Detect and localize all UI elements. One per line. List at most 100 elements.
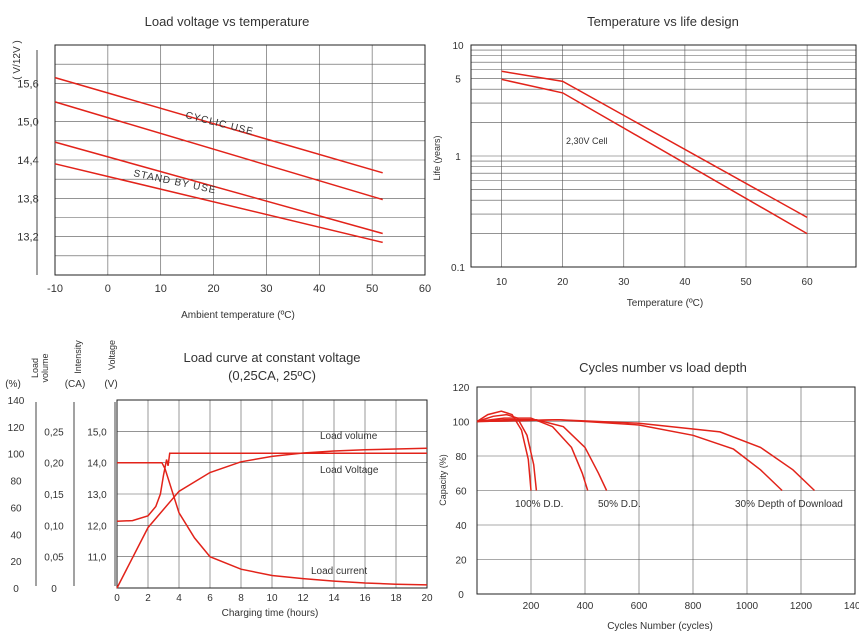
load-curve-chart: Load curve at constant voltage (0,25CA, … [5, 340, 433, 619]
y-tick-label: 80 [10, 477, 22, 488]
x-tick-label: 60 [419, 283, 431, 295]
x-tick-label: 1400 [844, 601, 859, 612]
x-tick-label: -10 [47, 283, 63, 295]
chart-title: Load voltage vs temperature [145, 14, 310, 29]
y-tick-label: 100 [8, 450, 25, 461]
x-tick-label: 50 [366, 283, 378, 295]
y-tick-label: 15,0 [87, 427, 107, 438]
plot-frame [470, 44, 857, 268]
axis-header: Intensity [73, 340, 83, 374]
annotation-load-current: Load current [311, 566, 367, 577]
y-tick-label: 13,8 [17, 193, 38, 205]
chart-title: Temperature vs life design [587, 14, 739, 29]
plot-frame [476, 386, 856, 595]
y-tick-label: 40 [455, 521, 467, 532]
y-tick-label: 120 [8, 423, 25, 434]
annotation-30dd: 30% Depth of Download [735, 499, 843, 510]
series-line [116, 447, 428, 589]
series-line [501, 78, 808, 235]
annotation-load-voltage: Load Voltage [320, 465, 379, 476]
series-line [476, 410, 532, 491]
axis-header: volume [40, 353, 50, 382]
y-axis-label: ( V/12V ) [12, 40, 23, 79]
series-line [54, 101, 383, 201]
y-tick-label: 60 [455, 487, 467, 498]
x-tick-label: 20 [421, 593, 433, 604]
annotation-load-volume: Load volume [320, 431, 378, 442]
y-tick-label: 15,6 [17, 78, 38, 90]
x-axis-label: Temperature (ºC) [627, 298, 703, 309]
y-tick-label: 15,0 [17, 117, 38, 129]
load-voltage-vs-temperature-chart: Load voltage vs temperature ( V/12V ) 15… [12, 14, 431, 321]
x-tick-label: 12 [297, 593, 309, 604]
series-line [117, 461, 428, 586]
y-axis-label: Life (years) [432, 135, 442, 180]
y-tick-label: 0,15 [44, 490, 64, 501]
y-tick-label: 120 [453, 383, 470, 394]
series-line [476, 419, 608, 491]
x-tick-label: 40 [313, 283, 325, 295]
x-tick-label: 40 [679, 277, 691, 288]
series-line [501, 70, 808, 219]
annotation-cyclic-use: CYCLIC USE [184, 110, 255, 138]
x-tick-label: 10 [155, 283, 167, 295]
x-tick-label: 0 [114, 593, 120, 604]
series-line [54, 141, 383, 235]
x-axis-label: Charging time (hours) [222, 608, 319, 619]
y-tick-label: 100 [453, 418, 470, 429]
y-tick-label: 12,0 [87, 521, 107, 532]
y-tick-label: 0 [51, 584, 57, 595]
y-tick-label: 0,05 [44, 553, 64, 564]
y-tick-label: 20 [10, 557, 22, 568]
series-line [476, 413, 538, 491]
y-tick-label: 0 [458, 590, 464, 601]
annotation-50dd: 50% D.D. [598, 499, 641, 510]
chart-title: Load curve at constant voltage [183, 350, 360, 365]
x-tick-label: 200 [523, 601, 540, 612]
y-tick-label: 13,2 [17, 232, 38, 244]
x-tick-label: 1000 [736, 601, 759, 612]
series-line [476, 419, 816, 492]
chart-title: Cycles number vs load depth [579, 360, 747, 375]
axis-header: (V) [104, 379, 117, 390]
plot-frame [116, 399, 428, 589]
cycles-vs-load-depth-chart: Cycles number vs load depth Capacity (%)… [438, 360, 859, 632]
y-tick-label: 20 [455, 556, 467, 567]
y-tick-label: 14,0 [87, 459, 107, 470]
x-axis-label: Cycles Number (cycles) [607, 621, 713, 632]
y-tick-label: 14,4 [17, 155, 38, 167]
series-line [116, 452, 427, 523]
y-tick-label: 0,10 [44, 521, 64, 532]
axis-header: (CA) [65, 379, 86, 390]
temperature-vs-life-design-chart: Temperature vs life design Life (years) … [432, 14, 857, 309]
plot-frame [54, 44, 426, 276]
y-tick-label: 140 [8, 396, 25, 407]
series-line [54, 76, 383, 174]
y-axis-label: Capacity (%) [438, 454, 448, 506]
x-tick-label: 20 [207, 283, 219, 295]
x-tick-label: 14 [328, 593, 340, 604]
x-tick-label: 16 [359, 593, 371, 604]
x-tick-label: 600 [631, 601, 648, 612]
x-tick-label: 60 [802, 277, 814, 288]
axis-header: Voltage [107, 340, 117, 370]
x-tick-label: 0 [105, 283, 111, 295]
x-tick-label: 4 [176, 593, 182, 604]
x-tick-label: 1200 [790, 601, 813, 612]
series-line [54, 163, 383, 244]
y-tick-label: 80 [455, 452, 467, 463]
series-line [476, 419, 783, 492]
axis-header: (%) [5, 379, 21, 390]
x-tick-label: 400 [577, 601, 594, 612]
y-tick-label: 0,25 [44, 427, 64, 438]
y-tick-label: 0,20 [44, 459, 64, 470]
chart-subtitle: (0,25CA, 25ºC) [228, 368, 316, 383]
x-tick-label: 10 [496, 277, 508, 288]
y-tick-label: 0 [13, 584, 19, 595]
x-axis-label: Ambient temperature (ºC) [181, 310, 295, 321]
y-tick-label: 10 [452, 41, 464, 52]
series-line [476, 417, 589, 491]
y-tick-label: 13,0 [87, 490, 107, 501]
x-tick-label: 10 [266, 593, 278, 604]
